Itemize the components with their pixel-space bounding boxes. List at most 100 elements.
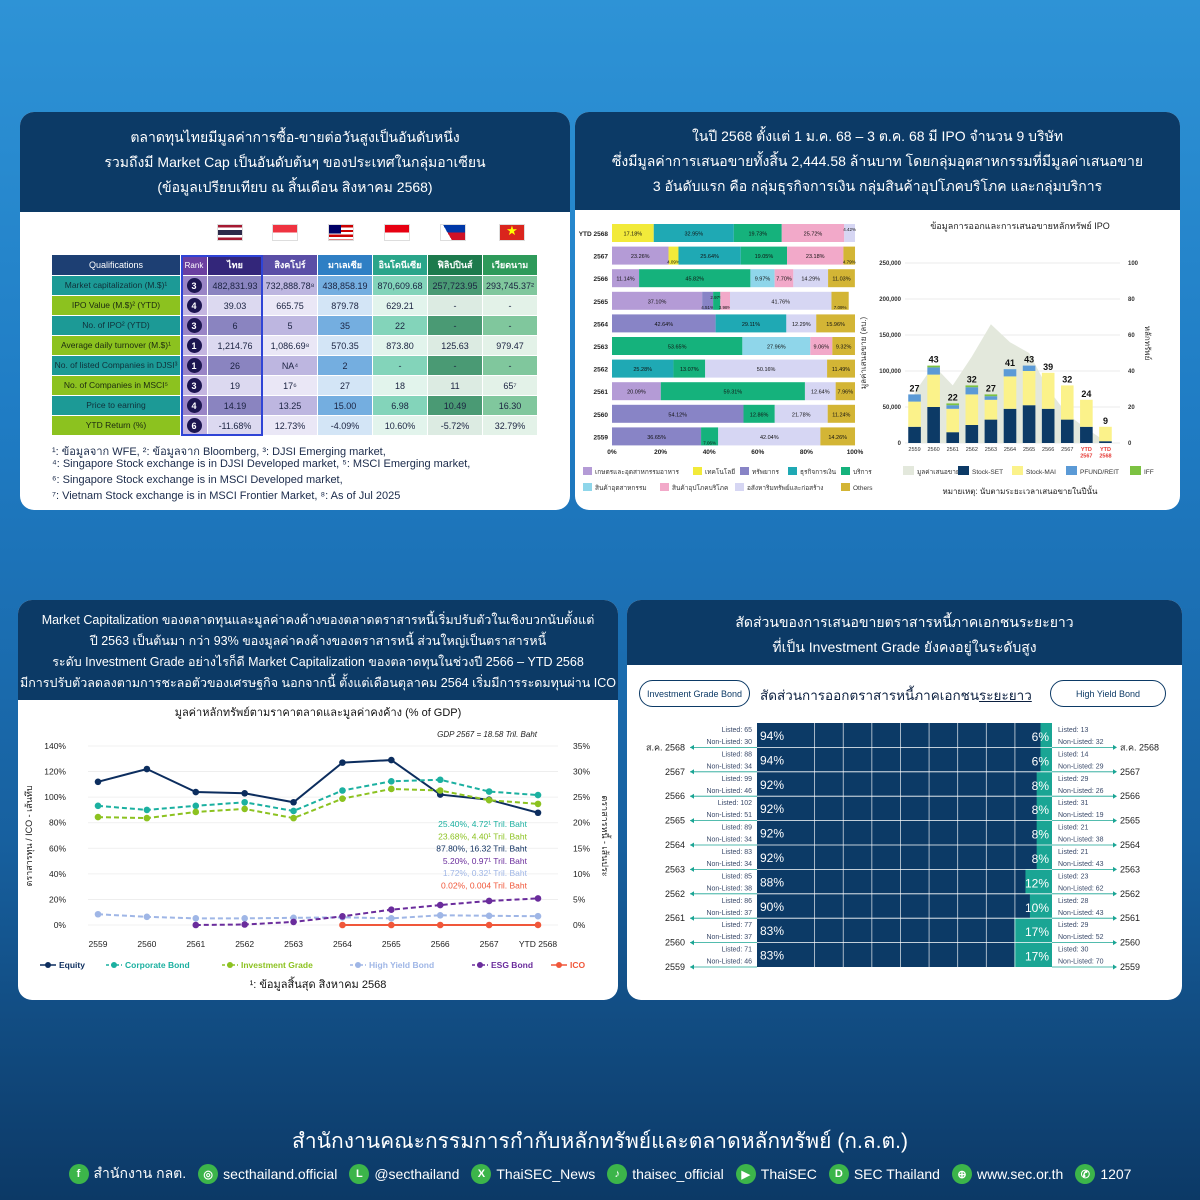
segment-label: 13.07%: [680, 367, 699, 373]
segment-label: 9.06%: [814, 345, 830, 351]
high-yield-bar: [1014, 942, 1052, 967]
panel-header: Market Capitalization ของตลาดทุนและมูลค่…: [18, 600, 618, 700]
legend-swatch: [583, 483, 592, 491]
header-line: ตลาดทุนไทยมีมูลค่าการซื้อ-ขายต่อวันสูงเป…: [130, 129, 460, 145]
data-point: [339, 921, 346, 929]
year-label-left: 2567: [665, 767, 685, 777]
data-point: [241, 805, 248, 813]
hy-listed-label: Listed: 13: [1058, 727, 1088, 734]
hy-percent: 6%: [1032, 730, 1050, 744]
bar-segment: [718, 427, 821, 446]
value-cell: -: [373, 356, 428, 376]
year-label-left: 2565: [665, 816, 685, 826]
organization-name: สำนักงานคณะกรรมการกำกับหลักทรัพย์และตลาด…: [292, 1130, 908, 1153]
social-link[interactable]: ◎ secthailand.official: [198, 1164, 337, 1184]
bar-segment: [612, 337, 743, 355]
segment-label: 27.96%: [767, 345, 786, 351]
legend-label: Stock-MAI: [1026, 469, 1056, 476]
asean-comparison-panel: ตลาดทุนไทยมีมูลค่าการซื้อ-ขายต่อวันสูงเป…: [20, 112, 570, 510]
social-link[interactable]: D SEC Thailand: [828, 1164, 940, 1184]
y-tick-label: 200,000: [879, 297, 901, 303]
table-row: Average daily turnover (M.$)¹ 1 1,214.76 1,…: [52, 336, 538, 356]
chart-title: สัดส่วนการออกตราสารหนี้ภาคเอกชนระยะยาว: [760, 684, 1032, 706]
social-link[interactable]: ♪ thaisec_official: [607, 1164, 724, 1184]
investment-grade-bar: [757, 845, 1052, 870]
header-line: ปี 2563 เป็นต้นมา กว่า 93% ของมูลค่าคงค้…: [89, 634, 547, 648]
ipo-bar-segment: [1080, 426, 1093, 443]
high-yield-bar: [1040, 747, 1052, 772]
social-link[interactable]: ▶ ThaiSEC: [735, 1164, 817, 1184]
ipo-bar-segment: [908, 401, 921, 427]
category-label: 2565: [1023, 447, 1035, 453]
total-label: 9: [1103, 416, 1108, 426]
legend-label: PFUND/REIT: [1080, 469, 1119, 476]
social-link[interactable]: X ThaiSEC_News: [471, 1164, 595, 1184]
data-point: [534, 791, 542, 799]
year-label-right: 2562: [1120, 889, 1140, 899]
ig-non-listed-label: Non-Listed: 46: [706, 959, 752, 966]
year-label-left: 2562: [665, 889, 685, 899]
hy-non-listed-label: Non-Listed: 52: [1058, 934, 1104, 941]
y2-tick-label: 25%: [573, 792, 590, 802]
year-label-right: 2567: [1120, 767, 1140, 777]
legend-swatch: [583, 467, 592, 475]
ig-listed-label: Listed: 99: [722, 776, 752, 783]
hy-non-listed-label: Non-Listed: 43: [1058, 861, 1104, 868]
total-label: 41: [1005, 358, 1015, 368]
segment-label: 17.18%: [624, 232, 643, 238]
value-cell: 18: [373, 376, 428, 396]
legend-label: Investment Grade: [241, 960, 313, 970]
data-point: [436, 776, 444, 784]
ipo-bar-segment: [984, 394, 998, 397]
hy-non-listed-label: Non-Listed: 19: [1058, 812, 1104, 819]
total-label: 39: [1043, 362, 1053, 372]
x-tick-label: 2566: [431, 939, 450, 949]
table-row: Market capitalization (M.$)¹ 3 482,831.93 7…: [52, 276, 538, 296]
investment-grade-bar: [757, 723, 1052, 748]
legend-label: มูลค่าเสนอขาย: [917, 469, 960, 476]
data-point: [192, 802, 200, 810]
table-row: No. of IPO² (YTD) 3 6 5 35 22- -: [52, 316, 538, 336]
data-point: [290, 918, 297, 926]
column-header: Qualifications: [52, 255, 181, 276]
value-cell: -: [428, 316, 483, 336]
header-line: 3 อันดับแรก คือ กลุ่มธุรกิจการเงิน กลุ่ม…: [652, 178, 1103, 194]
arrow-left-icon: [690, 915, 694, 921]
value-cell: 15.00: [318, 396, 373, 416]
high-yield-bond-button[interactable]: High Yield Bond: [1050, 680, 1166, 707]
data-point: [339, 787, 346, 794]
y2-tick-label: 5%: [573, 894, 586, 904]
y-tick-label: 250,000: [879, 261, 901, 267]
value-cell: 438,858.19: [318, 276, 373, 296]
social-link[interactable]: f สำนักงาน กลต.: [68, 1163, 186, 1185]
line-icon: L: [349, 1164, 370, 1184]
social-link[interactable]: ⊕ www.sec.or.th: [951, 1164, 1063, 1184]
data-point: [485, 796, 493, 804]
segment-label: 19.73%: [748, 232, 767, 238]
legend-label: ICO: [570, 960, 586, 970]
data-point: [485, 897, 493, 905]
value-cell: 5: [263, 316, 318, 336]
ig-percent: 83%: [760, 949, 784, 963]
ipo-bar-segment: [946, 403, 960, 406]
vietnam-flag: ★: [499, 223, 525, 241]
ipo-bar-segment: [946, 408, 960, 433]
ipo-bar-segment: [908, 426, 921, 443]
legend-swatch: [740, 467, 749, 475]
social-link[interactable]: ✆ 1207: [1075, 1164, 1131, 1184]
arrow-right-icon: [1113, 915, 1117, 921]
arrow-right-icon: [1113, 744, 1117, 750]
y2-tick-label: 30%: [573, 767, 590, 777]
segment-label: 45.82%: [685, 277, 704, 283]
value-cell: 2: [318, 356, 373, 376]
value-cell: 979.47: [483, 336, 538, 356]
social-label: @secthailand: [374, 1166, 460, 1182]
rank-badge: 3: [186, 318, 202, 333]
investment-grade-bond-button[interactable]: Investment Grade Bond: [639, 680, 750, 707]
x-tick-label: 40%: [703, 449, 716, 456]
data-point: [534, 921, 542, 929]
series-line: [97, 759, 539, 814]
legend-swatch: [841, 467, 850, 475]
social-link[interactable]: L @secthailand: [349, 1164, 459, 1184]
value-cell: -: [483, 356, 538, 376]
